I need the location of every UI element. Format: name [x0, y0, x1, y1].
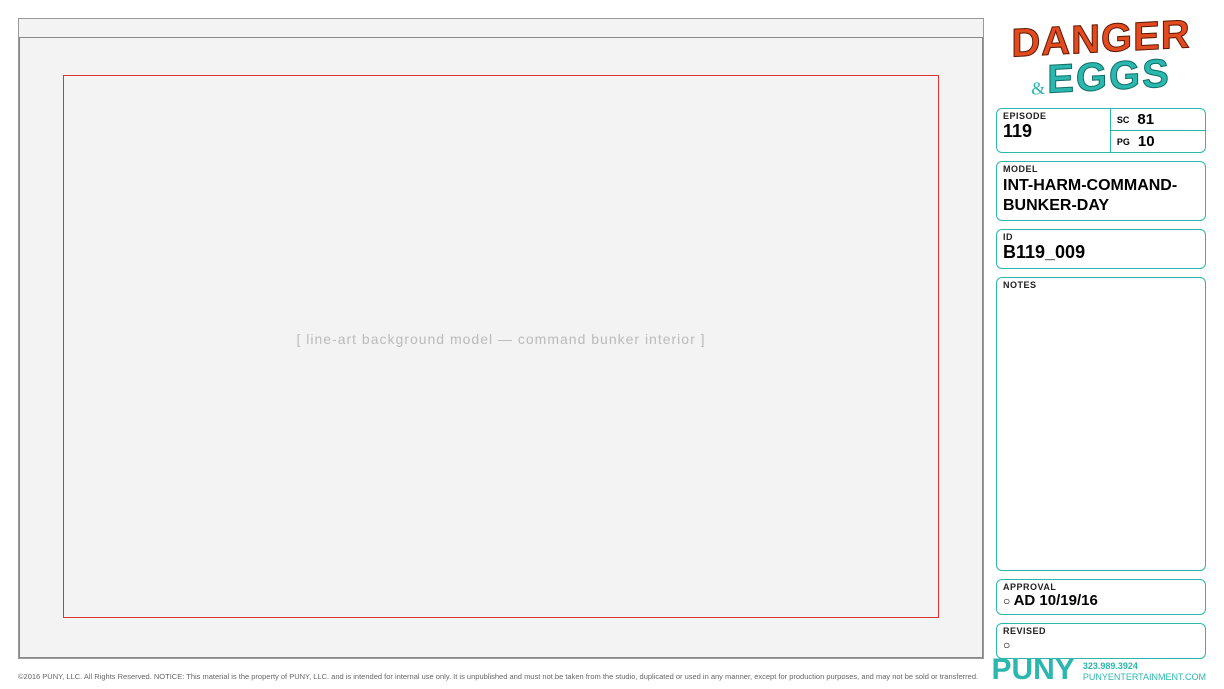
studio-phone: 323.989.3924: [1083, 661, 1138, 671]
id-box: ID B119_009: [996, 229, 1206, 269]
revised-label: REVISED: [997, 624, 1205, 636]
model-box: MODEL INT-HARM-COMMAND-BUNKER-DAY: [996, 161, 1206, 221]
model-value: INT-HARM-COMMAND-BUNKER-DAY: [997, 174, 1205, 220]
approval-label: APPROVAL: [997, 580, 1205, 592]
model-sheet-page: [ line-art background model — command bu…: [0, 0, 1224, 689]
sc-value: 81: [1137, 111, 1154, 128]
approval-box: APPROVAL AD 10/19/16: [996, 579, 1206, 615]
episode-value: 119: [997, 121, 1110, 147]
studio-contact: 323.989.3924 PUNYENTERTAINMENT.COM: [1083, 661, 1206, 683]
artwork-description: [ line-art background model — command bu…: [19, 19, 983, 658]
pg-cell: PG 10: [1111, 131, 1205, 152]
artwork-panel: [ line-art background model — command bu…: [18, 18, 984, 659]
logo-ampersand: &: [1031, 80, 1045, 98]
id-label: ID: [997, 230, 1205, 242]
episode-label: EPISODE: [997, 109, 1110, 121]
notes-label: NOTES: [997, 278, 1205, 290]
sc-cell: SC 81: [1111, 109, 1205, 131]
notes-value: [997, 290, 1205, 294]
pg-label: PG: [1117, 137, 1130, 147]
logo-word-eggs: EGGS: [1047, 54, 1171, 98]
sc-label: SC: [1117, 115, 1130, 125]
episode-cell: EPISODE 119: [997, 109, 1111, 152]
notes-box: NOTES: [996, 277, 1206, 571]
id-value: B119_009: [997, 242, 1205, 268]
episode-sc-pg-box: EPISODE 119 SC 81 PG 10: [996, 108, 1206, 153]
show-logo: DANGER &EGGS: [996, 18, 1206, 100]
model-label: MODEL: [997, 162, 1205, 174]
studio-url: PUNYENTERTAINMENT.COM: [1083, 672, 1206, 682]
legal-footer: ©2016 PUNY, LLC. All Rights Reserved. NO…: [18, 672, 994, 681]
approval-value: AD 10/19/16: [997, 592, 1205, 614]
studio-footer: PUNY 323.989.3924 PUNYENTERTAINMENT.COM: [991, 656, 1206, 683]
pg-value: 10: [1138, 133, 1155, 150]
studio-logo: PUNY: [991, 656, 1074, 683]
metadata-side-panel: DANGER &EGGS EPISODE 119 SC 81 PG 10: [996, 18, 1206, 659]
